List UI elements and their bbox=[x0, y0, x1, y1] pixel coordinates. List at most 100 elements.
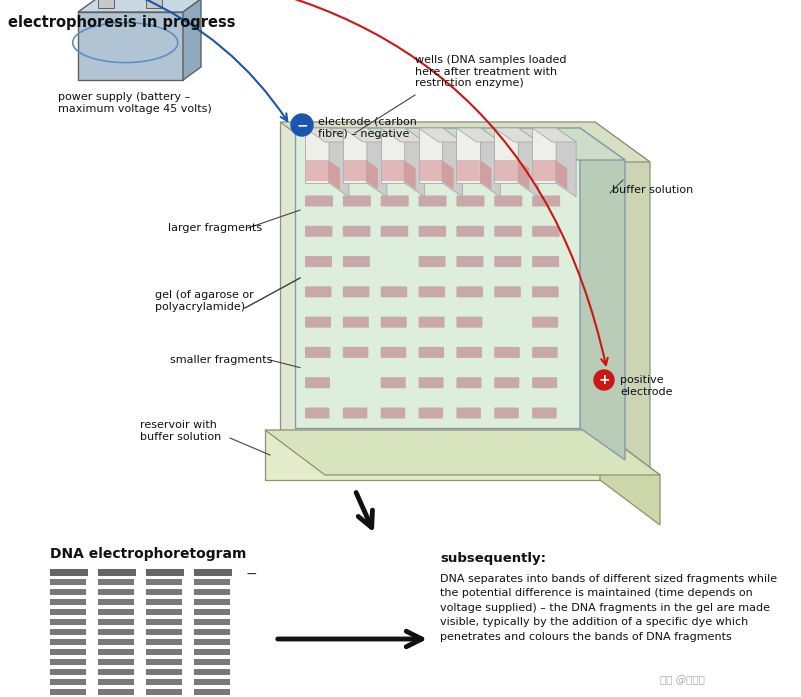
FancyBboxPatch shape bbox=[380, 316, 407, 328]
FancyBboxPatch shape bbox=[457, 286, 483, 298]
FancyBboxPatch shape bbox=[146, 669, 182, 675]
FancyBboxPatch shape bbox=[457, 316, 482, 328]
FancyBboxPatch shape bbox=[194, 589, 230, 595]
FancyBboxPatch shape bbox=[146, 689, 182, 695]
Polygon shape bbox=[265, 430, 600, 480]
Polygon shape bbox=[457, 128, 481, 183]
Text: subsequently:: subsequently: bbox=[440, 552, 546, 565]
Polygon shape bbox=[441, 160, 453, 190]
FancyBboxPatch shape bbox=[532, 408, 557, 418]
FancyBboxPatch shape bbox=[343, 286, 369, 298]
Text: electrophoresis in progress: electrophoresis in progress bbox=[8, 15, 235, 30]
FancyBboxPatch shape bbox=[457, 195, 485, 206]
FancyBboxPatch shape bbox=[98, 619, 134, 625]
FancyBboxPatch shape bbox=[457, 226, 484, 237]
FancyBboxPatch shape bbox=[305, 316, 331, 328]
FancyBboxPatch shape bbox=[343, 195, 371, 206]
FancyBboxPatch shape bbox=[194, 609, 230, 615]
Polygon shape bbox=[78, 0, 201, 12]
Circle shape bbox=[291, 114, 313, 136]
Polygon shape bbox=[555, 160, 567, 190]
FancyBboxPatch shape bbox=[457, 408, 481, 418]
FancyBboxPatch shape bbox=[380, 408, 405, 418]
Text: +: + bbox=[149, 0, 159, 1]
Polygon shape bbox=[305, 128, 349, 142]
FancyBboxPatch shape bbox=[380, 226, 409, 237]
Polygon shape bbox=[328, 160, 340, 190]
Polygon shape bbox=[419, 128, 443, 183]
FancyBboxPatch shape bbox=[50, 579, 86, 585]
FancyBboxPatch shape bbox=[419, 347, 444, 358]
Polygon shape bbox=[343, 128, 367, 183]
Polygon shape bbox=[517, 160, 529, 190]
Polygon shape bbox=[404, 160, 416, 190]
Text: larger fragments: larger fragments bbox=[168, 223, 262, 233]
FancyBboxPatch shape bbox=[50, 569, 88, 576]
FancyBboxPatch shape bbox=[98, 689, 134, 695]
FancyBboxPatch shape bbox=[98, 639, 134, 645]
Polygon shape bbox=[480, 160, 492, 190]
FancyBboxPatch shape bbox=[194, 579, 230, 585]
Polygon shape bbox=[600, 430, 660, 525]
FancyBboxPatch shape bbox=[98, 669, 134, 675]
FancyArrowPatch shape bbox=[139, 0, 288, 121]
FancyBboxPatch shape bbox=[98, 589, 134, 595]
FancyBboxPatch shape bbox=[419, 256, 445, 267]
Polygon shape bbox=[481, 128, 501, 197]
Polygon shape bbox=[99, 0, 115, 8]
Polygon shape bbox=[343, 128, 387, 142]
FancyBboxPatch shape bbox=[194, 639, 230, 645]
Polygon shape bbox=[280, 122, 595, 445]
FancyBboxPatch shape bbox=[98, 569, 136, 576]
Polygon shape bbox=[457, 128, 501, 142]
FancyBboxPatch shape bbox=[532, 256, 559, 267]
FancyBboxPatch shape bbox=[494, 286, 521, 298]
Text: −: − bbox=[246, 567, 258, 581]
FancyBboxPatch shape bbox=[98, 609, 134, 615]
Text: wells (DNA samples loaded
here after treatment with
restriction enzyme): wells (DNA samples loaded here after tre… bbox=[415, 55, 566, 89]
FancyBboxPatch shape bbox=[532, 226, 560, 237]
Text: +: + bbox=[598, 373, 610, 387]
FancyBboxPatch shape bbox=[194, 659, 230, 665]
FancyBboxPatch shape bbox=[343, 226, 370, 237]
FancyBboxPatch shape bbox=[305, 286, 332, 298]
Text: power supply (battery –
maximum voltage 45 volts): power supply (battery – maximum voltage … bbox=[58, 92, 211, 114]
FancyBboxPatch shape bbox=[146, 579, 182, 585]
FancyBboxPatch shape bbox=[457, 256, 484, 267]
FancyBboxPatch shape bbox=[194, 599, 230, 605]
Polygon shape bbox=[366, 160, 378, 190]
FancyBboxPatch shape bbox=[494, 347, 520, 358]
Polygon shape bbox=[146, 0, 162, 8]
FancyBboxPatch shape bbox=[98, 649, 134, 655]
FancyBboxPatch shape bbox=[50, 649, 86, 655]
FancyBboxPatch shape bbox=[343, 347, 368, 358]
Polygon shape bbox=[443, 128, 462, 197]
FancyBboxPatch shape bbox=[305, 408, 329, 418]
FancyBboxPatch shape bbox=[305, 377, 330, 388]
Polygon shape bbox=[78, 12, 183, 80]
FancyBboxPatch shape bbox=[343, 256, 370, 267]
FancyBboxPatch shape bbox=[419, 286, 445, 298]
FancyBboxPatch shape bbox=[532, 195, 560, 206]
Polygon shape bbox=[494, 128, 538, 142]
Text: DNA separates into bands of different sized fragments while
the potential differ: DNA separates into bands of different si… bbox=[440, 574, 777, 642]
FancyBboxPatch shape bbox=[194, 619, 230, 625]
Text: −: − bbox=[296, 118, 308, 132]
FancyBboxPatch shape bbox=[98, 599, 134, 605]
Polygon shape bbox=[420, 160, 441, 181]
FancyBboxPatch shape bbox=[419, 226, 446, 237]
Text: smaller fragments: smaller fragments bbox=[170, 355, 272, 365]
FancyBboxPatch shape bbox=[305, 256, 332, 267]
FancyBboxPatch shape bbox=[50, 679, 86, 685]
Text: positive
electrode: positive electrode bbox=[620, 375, 673, 397]
FancyBboxPatch shape bbox=[98, 659, 134, 665]
FancyBboxPatch shape bbox=[419, 195, 447, 206]
FancyBboxPatch shape bbox=[457, 377, 481, 388]
FancyBboxPatch shape bbox=[305, 226, 332, 237]
Polygon shape bbox=[532, 128, 576, 142]
Text: reservoir with
buffer solution: reservoir with buffer solution bbox=[140, 420, 221, 442]
Polygon shape bbox=[295, 128, 580, 428]
FancyBboxPatch shape bbox=[380, 195, 409, 206]
FancyBboxPatch shape bbox=[494, 226, 521, 237]
FancyBboxPatch shape bbox=[98, 579, 134, 585]
